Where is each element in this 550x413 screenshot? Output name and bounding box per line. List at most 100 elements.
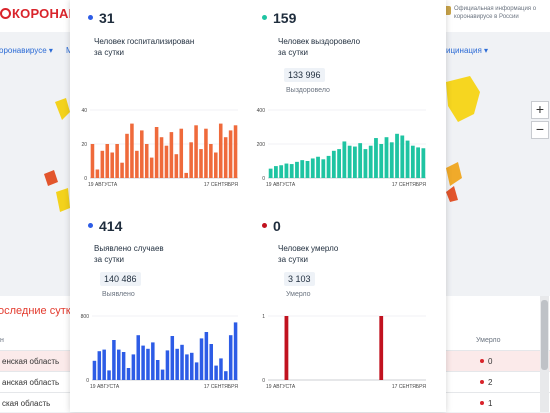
bar[interactable] <box>169 132 174 178</box>
bar[interactable] <box>416 147 420 178</box>
bar[interactable] <box>95 169 100 179</box>
map-region-east[interactable] <box>446 76 480 122</box>
bar[interactable] <box>368 145 373 178</box>
bar[interactable] <box>140 130 144 178</box>
bar[interactable] <box>135 150 139 178</box>
bar[interactable] <box>400 135 405 179</box>
bar[interactable] <box>160 369 165 380</box>
bar[interactable] <box>130 123 134 178</box>
bar[interactable] <box>165 350 170 380</box>
bar[interactable] <box>347 145 352 178</box>
bar[interactable] <box>274 166 278 178</box>
bar[interactable] <box>353 146 357 178</box>
map-region-west-yellow[interactable] <box>56 188 70 212</box>
bar[interactable] <box>279 165 284 178</box>
bar[interactable] <box>228 335 233 380</box>
bar[interactable] <box>374 138 378 178</box>
bar[interactable] <box>102 349 106 380</box>
zoom-out-button[interactable]: − <box>531 121 549 139</box>
bar[interactable] <box>214 152 218 179</box>
bar[interactable] <box>223 137 228 178</box>
bar[interactable] <box>194 125 198 178</box>
bar[interactable] <box>100 150 105 178</box>
nav-item-second[interactable]: М <box>66 46 73 55</box>
bar[interactable] <box>144 144 149 178</box>
bar[interactable] <box>218 123 223 178</box>
bar[interactable] <box>289 164 294 178</box>
bar[interactable] <box>155 360 160 380</box>
nav-item-about[interactable]: оронавирусе ▾ <box>0 46 53 55</box>
bar[interactable] <box>379 144 384 178</box>
bar[interactable] <box>110 152 114 179</box>
bar[interactable] <box>331 150 336 178</box>
zoom-in-button[interactable]: + <box>531 101 549 119</box>
bar[interactable] <box>194 362 199 380</box>
bar[interactable] <box>316 156 320 178</box>
bar[interactable] <box>115 144 119 178</box>
bar[interactable] <box>337 149 341 178</box>
map-region-kamchatka[interactable] <box>446 186 458 202</box>
bar[interactable] <box>136 335 140 380</box>
bar[interactable] <box>92 360 97 380</box>
bar[interactable] <box>219 358 223 380</box>
bar[interactable] <box>185 354 189 380</box>
bar[interactable] <box>395 133 399 178</box>
bar[interactable] <box>175 348 179 380</box>
bar[interactable] <box>126 368 131 380</box>
bar[interactable] <box>305 161 310 178</box>
russia-map[interactable] <box>0 62 550 292</box>
bar[interactable] <box>228 130 233 178</box>
bar[interactable] <box>105 144 110 178</box>
bar[interactable] <box>151 342 155 380</box>
map-region-west-south[interactable] <box>44 170 58 186</box>
bar[interactable] <box>125 133 129 178</box>
bar[interactable] <box>284 316 289 380</box>
bar[interactable] <box>179 128 184 178</box>
bar[interactable] <box>180 344 184 380</box>
bar[interactable] <box>209 344 213 380</box>
bar[interactable] <box>204 128 208 178</box>
map-region-east-small[interactable] <box>446 162 462 186</box>
bar[interactable] <box>199 149 203 178</box>
bar[interactable] <box>184 172 188 178</box>
bar[interactable] <box>199 338 204 380</box>
bar[interactable] <box>233 322 238 380</box>
bar[interactable] <box>154 127 159 178</box>
bar[interactable] <box>159 137 164 178</box>
bar[interactable] <box>112 340 116 380</box>
bar[interactable] <box>117 349 121 380</box>
bar[interactable] <box>300 160 305 178</box>
nav-item-vaccination[interactable]: ицинация ▾ <box>446 46 489 55</box>
bar[interactable] <box>190 352 194 380</box>
bar[interactable] <box>384 137 389 178</box>
bar[interactable] <box>164 145 169 178</box>
site-logo[interactable]: КОРОНАВИ <box>0 6 88 21</box>
bar[interactable] <box>90 144 95 178</box>
bar[interactable] <box>389 142 394 178</box>
bar[interactable] <box>204 332 209 380</box>
bar[interactable] <box>141 345 145 380</box>
bar[interactable] <box>189 142 193 178</box>
bar[interactable] <box>284 163 289 178</box>
bar[interactable] <box>107 370 111 380</box>
bar[interactable] <box>209 144 213 178</box>
bar[interactable] <box>326 155 331 178</box>
bar[interactable] <box>131 354 136 380</box>
bar[interactable] <box>224 371 228 380</box>
bar[interactable] <box>146 348 150 380</box>
bar[interactable] <box>97 351 102 380</box>
bar[interactable] <box>342 141 347 178</box>
bar[interactable] <box>121 352 126 380</box>
bar[interactable] <box>120 162 124 178</box>
bar[interactable] <box>149 157 154 178</box>
bar[interactable] <box>268 168 273 178</box>
official-info-link[interactable]: Официальная информация о коронавирусе в … <box>454 6 537 20</box>
bar[interactable] <box>310 158 315 178</box>
bar[interactable] <box>174 154 179 178</box>
bar[interactable] <box>170 336 175 380</box>
bar[interactable] <box>321 159 326 178</box>
bar[interactable] <box>358 143 363 178</box>
bar[interactable] <box>214 365 218 380</box>
bar[interactable] <box>233 125 238 178</box>
bar[interactable] <box>363 149 368 178</box>
